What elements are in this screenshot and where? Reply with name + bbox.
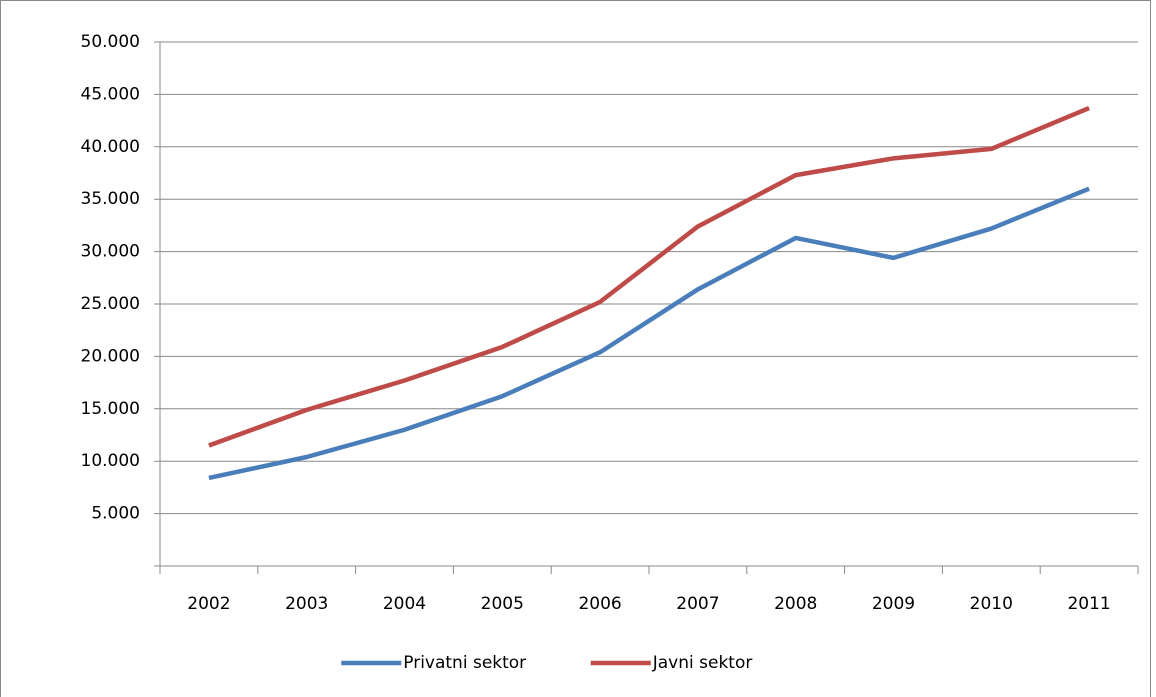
y-tick-label: 25.000 xyxy=(81,294,140,314)
x-tick-label: 2007 xyxy=(676,594,719,614)
x-tick-label: 2006 xyxy=(578,594,621,614)
y-tick-label: 30.000 xyxy=(81,242,140,262)
x-tick-label: 2011 xyxy=(1067,594,1110,614)
x-tick-label: 2002 xyxy=(187,594,230,614)
y-tick-label: 40.000 xyxy=(81,137,140,157)
x-tick-label: 2008 xyxy=(774,594,817,614)
y-tick-label: 5.000 xyxy=(91,504,140,524)
y-tick-label: 15.000 xyxy=(81,399,140,419)
x-tick-label: 2004 xyxy=(383,594,426,614)
y-tick-label: 45.000 xyxy=(81,84,140,104)
x-tick-label: 2003 xyxy=(285,594,328,614)
legend-label: Privatni sektor xyxy=(403,653,526,673)
y-tick-label: 20.000 xyxy=(81,346,140,366)
series-line xyxy=(208,105,1090,448)
x-tick-label: 2010 xyxy=(970,594,1013,614)
y-tick-label: 50.000 xyxy=(81,32,140,52)
y-tick-label: 35.000 xyxy=(81,189,140,209)
y-tick-label: 10.000 xyxy=(81,451,140,471)
series-line xyxy=(208,186,1090,481)
x-tick-label: 2005 xyxy=(481,594,524,614)
legend-label: Javni sektor xyxy=(652,653,753,673)
x-tick-label: 2009 xyxy=(872,594,915,614)
